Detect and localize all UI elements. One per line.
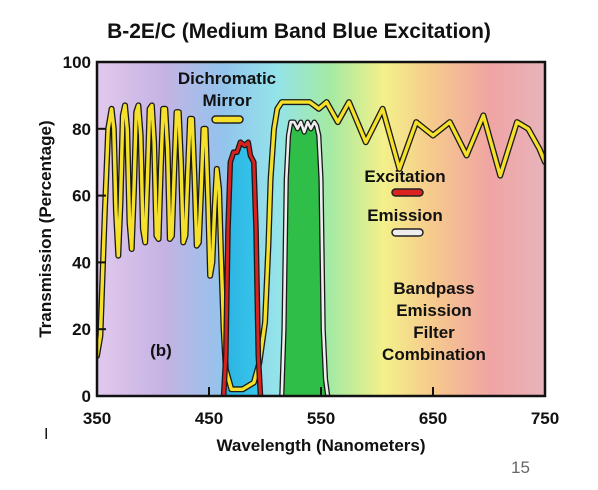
- x-tick-label: 450: [195, 409, 223, 428]
- combination-label-line2: Emission: [396, 301, 472, 320]
- combination-label-line1: Bandpass: [393, 279, 474, 298]
- x-tick-label: 550: [307, 409, 335, 428]
- combination-label-line3: Filter: [413, 323, 455, 342]
- mirror-legend-swatch: [211, 115, 244, 124]
- dichromatic-mirror-line: [97, 100, 545, 391]
- combination-label-line4: Combination: [382, 345, 486, 364]
- panel-label: (b): [150, 341, 172, 360]
- y-tick-label: 40: [72, 253, 91, 272]
- y-tick-label: 100: [63, 53, 91, 72]
- x-tick-label: 350: [83, 409, 111, 428]
- y-tick-label: 60: [72, 187, 91, 206]
- emission-legend-swatch: [391, 228, 424, 237]
- x-tick-label: 750: [531, 409, 559, 428]
- emission-label: Emission: [367, 206, 443, 225]
- emission-line: [280, 120, 329, 396]
- mirror-label-line2: Mirror: [202, 91, 252, 110]
- x-tick-label: 650: [419, 409, 447, 428]
- y-tick-label: 20: [72, 320, 91, 339]
- chart-title: B-2E/C (Medium Band Blue Excitation): [107, 20, 491, 43]
- y-tick-label: 80: [72, 120, 91, 139]
- mirror-label-line1: Dichromatic: [178, 69, 276, 88]
- excitation-label: Excitation: [364, 167, 445, 186]
- excitation-band-fill: [223, 142, 261, 396]
- y-axis-label: Transmission (Percentage): [36, 120, 55, 337]
- emission-band-fill: [281, 122, 328, 396]
- slide-number: 15: [511, 458, 530, 477]
- x-axis-label: Wavelength (Nanometers): [216, 436, 425, 455]
- excitation-line: [222, 140, 262, 396]
- excitation-legend-swatch: [391, 188, 424, 197]
- y-tick-label: 0: [82, 387, 91, 406]
- slide-marker: I: [44, 426, 49, 443]
